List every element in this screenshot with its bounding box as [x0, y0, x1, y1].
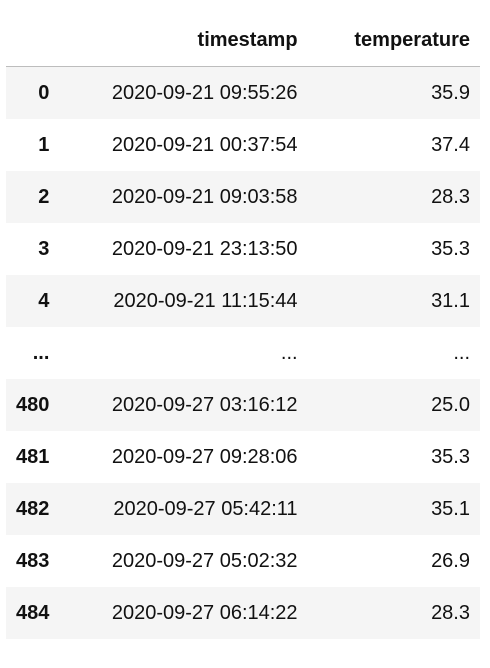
timestamp-cell: 2020-09-21 00:37:54 — [111, 134, 298, 156]
row-index-cell: 2 — [38, 186, 50, 208]
row-index-cell: 480 — [16, 394, 50, 416]
table-row: 1 2020-09-21 00:37:54 37.4 — [6, 119, 480, 171]
row-index-cell: 4 — [38, 290, 50, 312]
timestamp-cell: 2020-09-21 09:03:58 — [111, 186, 298, 208]
index-column-header — [6, 14, 60, 67]
table-row: 3 2020-09-21 23:13:50 35.3 — [6, 223, 480, 275]
row-index-cell: 484 — [16, 602, 50, 624]
table-header-row: timestamp temperature — [6, 14, 480, 67]
timestamp-cell: 2020-09-27 06:14:22 — [111, 602, 298, 624]
temperature-cell: ... — [453, 342, 470, 364]
timestamp-cell: 2020-09-21 11:15:44 — [113, 290, 298, 312]
temperature-cell: 35.3 — [431, 238, 470, 260]
temperature-cell: 26.9 — [431, 550, 470, 572]
temperature-cell: 37.4 — [431, 134, 470, 156]
temperature-cell: 31.1 — [431, 290, 470, 312]
dataframe-table: timestamp temperature 0 2020-09-21 09:55:… — [6, 14, 480, 639]
timestamp-cell: 2020-09-27 09:28:06 — [111, 446, 298, 468]
row-index-cell: 3 — [38, 238, 50, 260]
table-row: 481 2020-09-27 09:28:06 35.3 — [6, 431, 480, 483]
temperature-cell: 35.9 — [431, 82, 470, 104]
table-row: 482 2020-09-27 05:42:11 35.1 — [6, 483, 480, 535]
timestamp-cell: 2020-09-27 05:42:11 — [113, 498, 298, 520]
table-row: 480 2020-09-27 03:16:12 25.0 — [6, 379, 480, 431]
table-row: 0 2020-09-21 09:55:26 35.9 — [6, 66, 480, 119]
row-index-cell: ... — [32, 342, 50, 364]
timestamp-cell: 2020-09-21 09:55:26 — [111, 82, 298, 104]
temperature-cell: 28.3 — [431, 602, 470, 624]
temperature-cell: 35.3 — [431, 446, 470, 468]
timestamp-cell: 2020-09-27 03:16:12 — [111, 394, 298, 416]
table-row: 2 2020-09-21 09:03:58 28.3 — [6, 171, 480, 223]
table-row: 483 2020-09-27 05:02:32 26.9 — [6, 535, 480, 587]
row-index-cell: 482 — [16, 498, 50, 520]
row-index-cell: 0 — [38, 82, 50, 104]
temperature-cell: 28.3 — [431, 186, 470, 208]
row-index-cell: 481 — [16, 446, 50, 468]
row-index-cell: 483 — [16, 550, 50, 572]
table-row: ......... — [6, 327, 480, 379]
timestamp-cell: ... — [280, 342, 298, 364]
table-body: 0 2020-09-21 09:55:26 35.9 1 2020-09-21 00:3… — [6, 66, 480, 639]
temperature-cell: 25.0 — [431, 394, 470, 416]
timestamp-cell: 2020-09-27 05:02:32 — [111, 550, 298, 572]
row-index-cell: 1 — [38, 134, 50, 156]
temperature-column-header: temperature — [307, 14, 480, 67]
timestamp-column-header: timestamp — [59, 14, 308, 67]
timestamp-cell: 2020-09-21 23:13:50 — [111, 238, 298, 260]
table-row: 484 2020-09-27 06:14:22 28.3 — [6, 587, 480, 639]
table-row: 4 2020-09-21 11:15:44 31.1 — [6, 275, 480, 327]
temperature-cell: 35.1 — [431, 498, 470, 520]
